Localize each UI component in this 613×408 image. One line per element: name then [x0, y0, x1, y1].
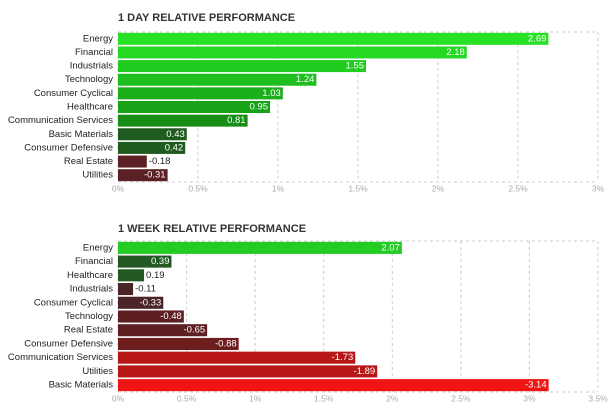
- category-label: Utilities: [82, 170, 113, 181]
- bar: [118, 87, 283, 100]
- category-label: Real Estate: [64, 156, 113, 167]
- bar: [118, 241, 402, 254]
- x-tick-label: 0%: [112, 183, 125, 193]
- value-label: 0.39: [151, 256, 170, 267]
- bar: [118, 128, 187, 141]
- bar: [118, 46, 467, 59]
- value-label: -1.73: [332, 352, 354, 363]
- chart-title: 1 WEEK RELATIVE PERFORMANCE: [118, 223, 306, 235]
- value-label: 0.19: [146, 270, 165, 281]
- x-tick-label: 3%: [523, 393, 536, 403]
- category-label: Energy: [83, 242, 113, 253]
- value-label: 0.43: [166, 129, 185, 140]
- x-tick-label: 2.5%: [451, 393, 471, 403]
- value-label: 1.24: [296, 74, 315, 85]
- x-tick-label: 2%: [386, 393, 399, 403]
- category-label: Industrials: [70, 284, 114, 295]
- category-label: Industrials: [70, 61, 114, 72]
- category-label: Financial: [75, 256, 113, 267]
- bar: [118, 351, 356, 364]
- category-label: Utilities: [82, 366, 113, 377]
- bar: [118, 337, 239, 350]
- value-label: 0.95: [250, 102, 269, 113]
- bar: [118, 73, 317, 86]
- value-label: -3.14: [525, 380, 547, 391]
- category-label: Technology: [65, 74, 113, 85]
- value-label: -0.33: [140, 297, 162, 308]
- bar: [118, 365, 378, 378]
- x-tick-label: 0.5%: [188, 183, 208, 193]
- category-label: Financial: [75, 47, 113, 58]
- value-label: -1.89: [354, 366, 376, 377]
- bar: [118, 310, 184, 323]
- x-tick-label: 2.5%: [508, 183, 528, 193]
- category-label: Consumer Defensive: [24, 142, 113, 153]
- category-label: Real Estate: [64, 325, 113, 336]
- value-label: 2.18: [446, 47, 465, 58]
- bar: [118, 324, 208, 337]
- bar: [118, 32, 549, 45]
- bar: [118, 114, 248, 127]
- value-label: 0.81: [227, 115, 246, 126]
- value-label: -0.18: [149, 156, 171, 167]
- value-label: 2.69: [528, 33, 547, 44]
- x-tick-label: 1.5%: [348, 183, 368, 193]
- x-tick-label: 2%: [432, 183, 445, 193]
- chart-title: 1 DAY RELATIVE PERFORMANCE: [118, 12, 295, 24]
- category-label: Healthcare: [67, 270, 113, 281]
- value-label: -0.31: [144, 170, 166, 181]
- value-label: -0.88: [215, 338, 237, 349]
- x-tick-label: 1.5%: [314, 393, 334, 403]
- bar: [118, 269, 145, 282]
- bar: [118, 169, 168, 182]
- value-label: 2.07: [381, 242, 400, 253]
- category-label: Communication Services: [8, 352, 113, 363]
- value-label: -0.48: [160, 311, 182, 322]
- category-label: Communication Services: [8, 115, 113, 126]
- category-label: Energy: [83, 33, 113, 44]
- category-label: Technology: [65, 311, 113, 322]
- category-label: Basic Materials: [49, 129, 114, 140]
- value-label: 1.55: [346, 61, 365, 72]
- value-label: 0.42: [165, 142, 184, 153]
- bar: [118, 155, 147, 168]
- category-label: Consumer Cyclical: [34, 297, 113, 308]
- value-label: 1.03: [262, 88, 281, 99]
- bar: [118, 283, 134, 296]
- category-label: Consumer Cyclical: [34, 88, 113, 99]
- x-tick-label: 0%: [112, 393, 125, 403]
- bar: [118, 60, 366, 73]
- value-label: -0.65: [183, 325, 205, 336]
- bar: [118, 379, 549, 392]
- x-tick-label: 3.5%: [588, 393, 608, 403]
- category-label: Basic Materials: [49, 380, 114, 391]
- x-tick-label: 3%: [592, 183, 605, 193]
- bar: [118, 101, 270, 113]
- x-tick-label: 1%: [249, 393, 262, 403]
- bar: [118, 255, 172, 268]
- bar: [118, 296, 164, 309]
- category-label: Healthcare: [67, 102, 113, 113]
- value-label: -0.11: [135, 284, 156, 295]
- category-label: Consumer Defensive: [24, 338, 113, 349]
- bar: [118, 141, 186, 154]
- x-tick-label: 1%: [272, 183, 285, 193]
- x-tick-label: 0.5%: [177, 393, 197, 403]
